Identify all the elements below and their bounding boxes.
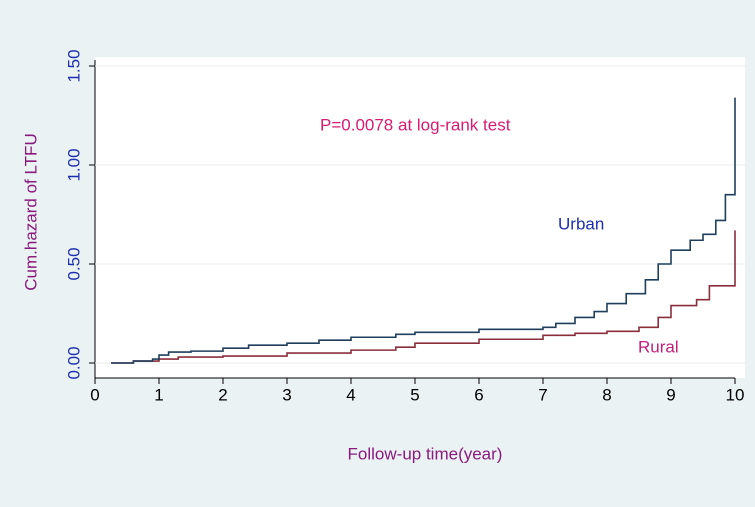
series-label: Rural xyxy=(638,337,679,356)
y-tick-label: 1.00 xyxy=(64,148,83,181)
x-tick-label: 9 xyxy=(666,385,675,404)
series-label: Urban xyxy=(558,214,604,233)
x-tick-label: 8 xyxy=(602,385,611,404)
x-tick-label: 0 xyxy=(90,385,99,404)
x-axis-title: Follow-up time(year) xyxy=(348,444,503,463)
x-tick-label: 1 xyxy=(154,385,163,404)
x-tick-label: 5 xyxy=(410,385,419,404)
x-tick-label: 6 xyxy=(474,385,483,404)
plot-area xyxy=(95,57,745,378)
x-tick-label: 3 xyxy=(282,385,291,404)
x-tick-label: 2 xyxy=(218,385,227,404)
series-line xyxy=(111,97,736,364)
y-axis-title: Cum.hazard of LTFU xyxy=(21,133,40,290)
y-tick-label: 0.00 xyxy=(64,346,83,379)
x-tick-label: 4 xyxy=(346,385,355,404)
y-tick-label: 1.50 xyxy=(64,49,83,82)
x-tick-label: 10 xyxy=(726,385,745,404)
y-tick-label: 0.50 xyxy=(64,247,83,280)
series-line xyxy=(111,230,736,364)
x-tick-label: 7 xyxy=(538,385,547,404)
annotation: P=0.0078 at log-rank test xyxy=(320,115,511,134)
